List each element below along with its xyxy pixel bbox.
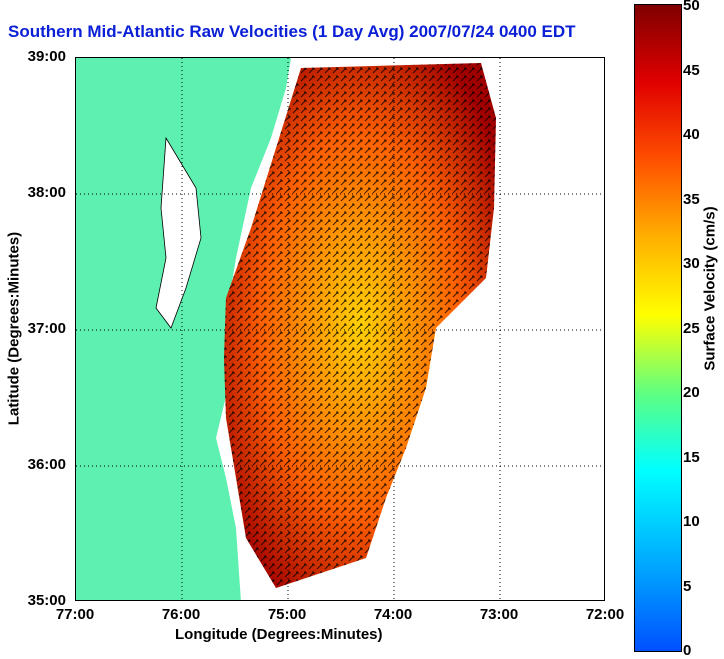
y-axis-label: Latitude (Degrees:Minutes) [5, 231, 23, 426]
chart-title: Southern Mid-Atlantic Raw Velocities (1 … [8, 22, 576, 41]
velocity-map [75, 57, 605, 601]
colorbar-tick: 45 [683, 62, 700, 79]
y-tick: 38:00 [27, 184, 66, 201]
colorbar-tick: 50 [683, 0, 700, 14]
map-graphics [76, 58, 604, 600]
y-tick: 39:00 [27, 48, 66, 65]
colorbar-tick: 30 [683, 255, 700, 272]
colorbar-label: Surface Velocity (cm/s) [701, 206, 719, 371]
chesapeake-bay [155, 136, 202, 329]
y-tick: 37:00 [27, 320, 66, 337]
colorbar-tick: 15 [683, 449, 700, 466]
colorbar-tick: 20 [683, 384, 700, 401]
x-tick: 77:00 [55, 606, 95, 623]
x-tick: 76:00 [161, 606, 201, 623]
y-tick: 35:00 [27, 592, 66, 609]
colorbar-tick: 35 [683, 191, 700, 208]
colorbar-tick: 0 [683, 642, 692, 659]
x-tick: 72:00 [585, 606, 625, 623]
colorbar-tick: 10 [683, 513, 700, 530]
land-mass [76, 58, 291, 600]
x-tick: 74:00 [373, 606, 413, 623]
colorbar-tick: 5 [683, 578, 692, 595]
colorbar-tick: 40 [683, 126, 700, 143]
colorbar [634, 4, 682, 652]
x-tick: 73:00 [479, 606, 519, 623]
x-axis-label: Longitude (Degrees:Minutes) [175, 626, 383, 643]
x-tick: 75:00 [267, 606, 307, 623]
y-tick: 36:00 [27, 456, 66, 473]
colorbar-tick: 25 [683, 320, 700, 337]
